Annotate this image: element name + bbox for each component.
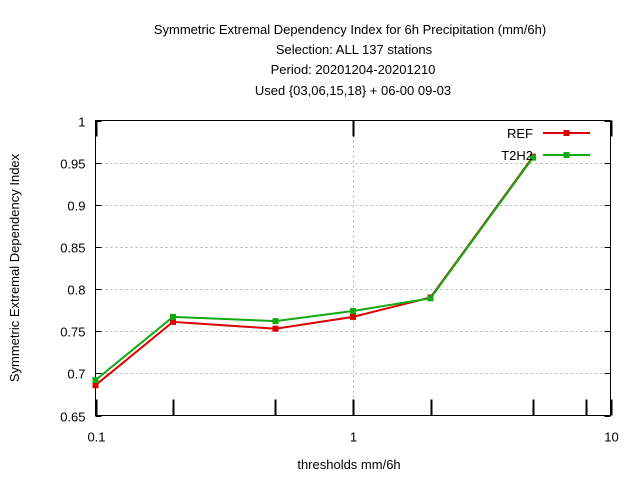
x-tick-label: 10 (604, 430, 618, 445)
chart-title: Symmetric Extremal Dependency Index for … (154, 22, 546, 98)
x-tick-label: 0.1 (87, 430, 105, 445)
y-tick-label: 0.8 (67, 283, 85, 298)
title-line-1: Symmetric Extremal Dependency Index for … (154, 22, 546, 37)
title-line-3: Period: 20201204-20201210 (271, 62, 436, 77)
legend: REF T2H2 (501, 126, 590, 163)
series-ref (92, 153, 536, 389)
y-tick-label: 0.95 (60, 157, 85, 172)
y-axis-label: Symmetric Extremal Dependency Index (7, 153, 22, 382)
data-point (92, 377, 99, 384)
series-layer (92, 153, 536, 389)
axis-tick-labels: 0.65 0.7 0.75 0.8 0.85 0.9 0.95 1 0.1 1 10 (60, 115, 619, 445)
series-line (94, 157, 534, 381)
y-tick-label: 0.85 (60, 241, 85, 256)
legend-marker (563, 130, 570, 136)
data-point (350, 313, 356, 320)
legend-label: T2H2 (501, 148, 533, 163)
x-tick-label: 1 (350, 430, 357, 445)
legend-marker (563, 152, 570, 158)
data-point (350, 308, 356, 314)
grid-lines (95, 120, 611, 416)
plot-frame (95, 120, 611, 416)
legend-label: REF (507, 126, 533, 141)
title-line-2: Selection: ALL 137 stations (276, 42, 433, 57)
y-tick-label: 1 (78, 115, 85, 130)
series-line (94, 156, 534, 386)
axis-ticks (95, 120, 613, 417)
y-tick-label: 0.75 (60, 325, 85, 340)
data-point (92, 382, 99, 389)
y-tick-label: 0.65 (60, 410, 85, 425)
x-axis-label: thresholds mm/6h (297, 457, 400, 472)
data-point (170, 318, 176, 325)
data-point (427, 295, 434, 302)
title-line-4: Used {03,06,15,18} + 06-00 09-03 (255, 83, 451, 98)
series-t2h2 (92, 154, 536, 384)
data-point (170, 313, 176, 320)
data-point (272, 318, 279, 325)
y-tick-label: 0.9 (67, 199, 85, 214)
data-point (272, 325, 279, 332)
data-point (530, 154, 536, 161)
y-tick-label: 0.7 (67, 367, 85, 382)
